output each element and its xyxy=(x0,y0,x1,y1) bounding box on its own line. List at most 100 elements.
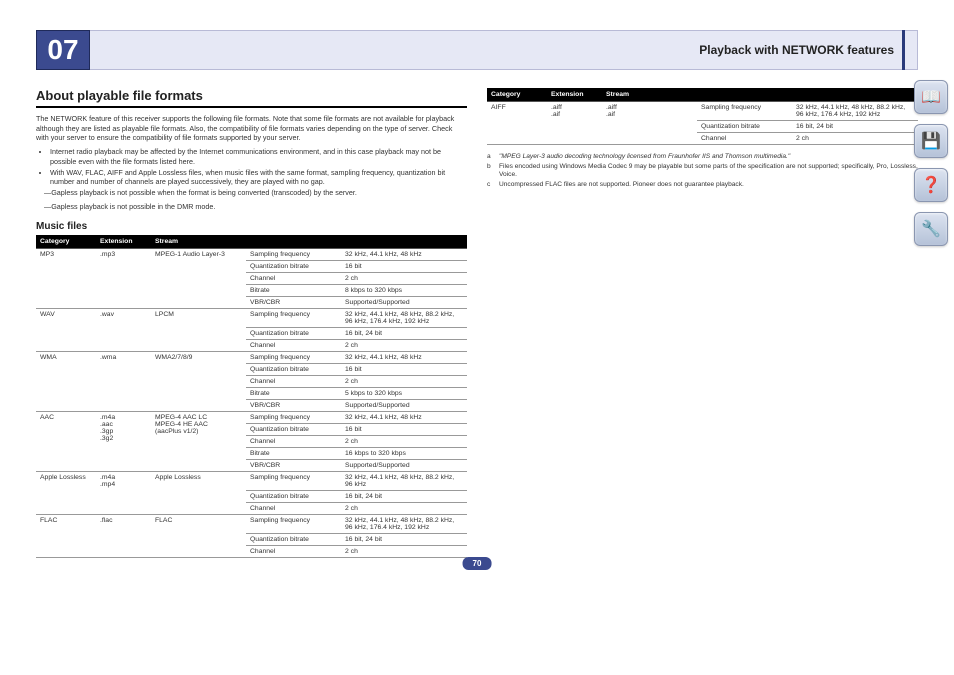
cell-param: Quantization bitrate xyxy=(246,328,341,340)
header-title: Playback with NETWORK features xyxy=(699,43,894,57)
cell-param: Sampling frequency xyxy=(697,102,792,121)
cell-param: Channel xyxy=(246,273,341,285)
cell-param: Quantization bitrate xyxy=(697,121,792,133)
cell-value: 32 kHz, 44.1 kHz, 48 kHz, 88.2 kHz, 96 k… xyxy=(341,309,467,328)
cell-value: 2 ch xyxy=(341,340,467,352)
cell-param: Quantization bitrate xyxy=(246,534,341,546)
cell-value: Supported/Supported xyxy=(341,400,467,412)
th-category: Category xyxy=(36,235,96,249)
cell-value: 16 bit xyxy=(341,261,467,273)
left-column: About playable file formats The NETWORK … xyxy=(36,88,467,558)
cell-value: 32 kHz, 44.1 kHz, 48 kHz, 88.2 kHz, 96 k… xyxy=(341,472,467,491)
header-rule xyxy=(902,30,905,70)
cell-value: 8 kbps to 320 kbps xyxy=(341,285,467,297)
th-stream: Stream xyxy=(151,235,246,249)
cell-value: 2 ch xyxy=(341,376,467,388)
cell-param: Channel xyxy=(246,436,341,448)
cell-category: FLAC xyxy=(36,515,96,558)
cell-extension: .aiff.aif xyxy=(547,102,602,145)
cell-value: 2 ch xyxy=(341,436,467,448)
section-heading: About playable file formats xyxy=(36,88,467,108)
th-stream: Stream xyxy=(602,88,697,102)
cell-value: 2 ch xyxy=(792,133,918,145)
bullet-list: Internet radio playback may be affected … xyxy=(44,147,467,187)
cell-stream: WMA2/7/8/9 xyxy=(151,352,246,412)
music-files-table: Category Extension Stream MP3.mp3MPEG-1 … xyxy=(36,235,467,558)
help-icon[interactable]: ❓ xyxy=(914,168,948,202)
cell-extension: .wma xyxy=(96,352,151,412)
cell-category: AIFF xyxy=(487,102,547,145)
cell-value: 32 kHz, 44.1 kHz, 48 kHz xyxy=(341,412,467,424)
intro-text: The NETWORK feature of this receiver sup… xyxy=(36,114,467,143)
right-column: Category Extension Stream AIFF.aiff.aif.… xyxy=(487,88,918,558)
cell-value: 16 bit, 24 bit xyxy=(341,491,467,503)
page-number-badge: 70 xyxy=(463,557,492,570)
th-extension: Extension xyxy=(547,88,602,102)
cell-extension: .m4a.mp4 xyxy=(96,472,151,515)
cell-param: Sampling frequency xyxy=(246,249,341,261)
cell-param: Channel xyxy=(246,376,341,388)
footnotes: a"MPEG Layer-3 audio decoding technology… xyxy=(487,153,918,189)
cell-extension: .mp3 xyxy=(96,249,151,309)
cell-param: Channel xyxy=(246,340,341,352)
cell-value: 32 kHz, 44.1 kHz, 48 kHz, 88.2 kHz, 96 k… xyxy=(792,102,918,121)
cell-stream: FLAC xyxy=(151,515,246,558)
cell-category: WAV xyxy=(36,309,96,352)
cell-param: Sampling frequency xyxy=(246,412,341,424)
footnote-c: Uncompressed FLAC files are not supporte… xyxy=(499,181,744,190)
cell-value: 32 kHz, 44.1 kHz, 48 kHz, 88.2 kHz, 96 k… xyxy=(341,515,467,534)
cell-param: Bitrate xyxy=(246,448,341,460)
cell-value: 32 kHz, 44.1 kHz, 48 kHz xyxy=(341,352,467,364)
cell-param: Sampling frequency xyxy=(246,515,341,534)
subsection-heading: Music files xyxy=(36,221,467,232)
cell-category: AAC xyxy=(36,412,96,472)
cell-stream: MPEG-1 Audio Layer-3 xyxy=(151,249,246,309)
cell-param: VBR/CBR xyxy=(246,297,341,309)
tool-icon[interactable]: 🔧 xyxy=(914,212,948,246)
cell-stream: MPEG-4 AAC LCMPEG-4 HE AAC(aacPlus v1/2) xyxy=(151,412,246,472)
cell-category: MP3 xyxy=(36,249,96,309)
cell-param: Bitrate xyxy=(246,285,341,297)
dash-note: —Gapless playback is not possible in the… xyxy=(44,202,467,212)
device-icon[interactable]: 💾 xyxy=(914,124,948,158)
bullet-item: Internet radio playback may be affected … xyxy=(50,147,467,166)
cell-value: Supported/Supported xyxy=(341,460,467,472)
cell-stream: .aiff.aif xyxy=(602,102,697,145)
cell-param: Quantization bitrate xyxy=(246,364,341,376)
cell-value: Supported/Supported xyxy=(341,297,467,309)
cell-param: Channel xyxy=(246,546,341,558)
dash-note: —Gapless playback is not possible when t… xyxy=(44,188,467,198)
footnote-a: "MPEG Layer-3 audio decoding technology … xyxy=(499,153,790,162)
cell-param: Channel xyxy=(697,133,792,145)
cell-param: Sampling frequency xyxy=(246,472,341,491)
cell-param: VBR/CBR xyxy=(246,400,341,412)
cell-value: 2 ch xyxy=(341,273,467,285)
cell-param: Quantization bitrate xyxy=(246,261,341,273)
cell-param: VBR/CBR xyxy=(246,460,341,472)
cell-value: 16 bit, 24 bit xyxy=(792,121,918,133)
bullet-item: With WAV, FLAC, AIFF and Apple Lossless … xyxy=(50,168,467,187)
cell-value: 2 ch xyxy=(341,546,467,558)
cell-value: 16 kbps to 320 kbps xyxy=(341,448,467,460)
cell-category: Apple Lossless xyxy=(36,472,96,515)
cell-category: WMA xyxy=(36,352,96,412)
cell-value: 16 bit xyxy=(341,364,467,376)
header-bar: Playback with NETWORK features xyxy=(90,30,918,70)
book-icon[interactable]: 📖 xyxy=(914,80,948,114)
cell-value: 16 bit, 24 bit xyxy=(341,328,467,340)
cell-value: 16 bit xyxy=(341,424,467,436)
header: 07 Playback with NETWORK features xyxy=(36,30,918,70)
cell-value: 16 bit, 24 bit xyxy=(341,534,467,546)
cell-extension: .flac xyxy=(96,515,151,558)
cell-value: 5 kbps to 320 kbps xyxy=(341,388,467,400)
content-columns: About playable file formats The NETWORK … xyxy=(36,88,918,558)
cell-extension: .m4a.aac.3gp.3g2 xyxy=(96,412,151,472)
cell-param: Sampling frequency xyxy=(246,309,341,328)
cell-stream: LPCM xyxy=(151,309,246,352)
th-category: Category xyxy=(487,88,547,102)
cell-value: 32 kHz, 44.1 kHz, 48 kHz xyxy=(341,249,467,261)
cell-param: Quantization bitrate xyxy=(246,424,341,436)
music-files-table-cont: Category Extension Stream AIFF.aiff.aif.… xyxy=(487,88,918,145)
footnote-b: Files encoded using Windows Media Codec … xyxy=(499,163,918,180)
side-toolbar: 📖 💾 ❓ 🔧 xyxy=(914,80,948,246)
